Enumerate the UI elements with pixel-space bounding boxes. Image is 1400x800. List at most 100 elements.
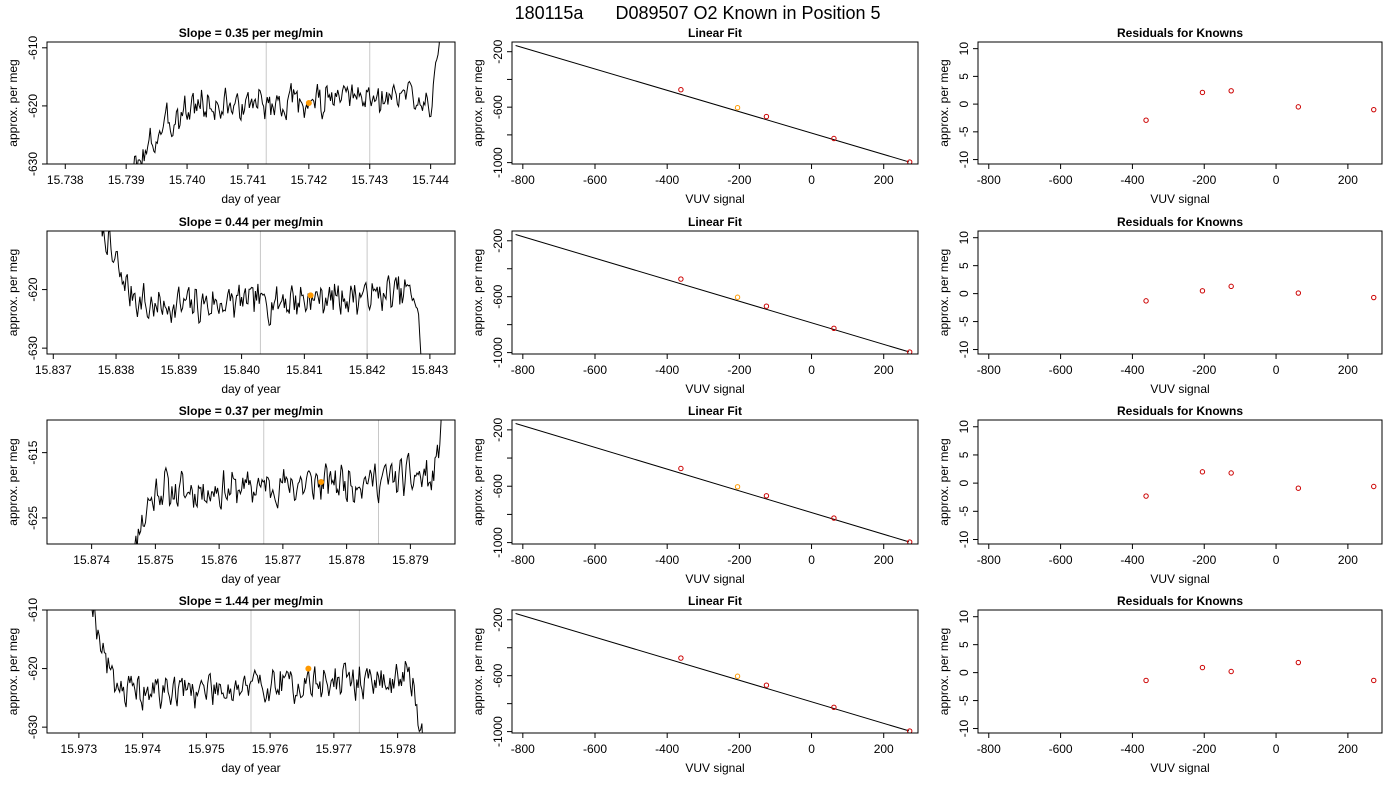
x-tick-label: 15.841	[286, 363, 323, 377]
x-tick-label: -400	[655, 173, 679, 187]
fit-point	[907, 539, 913, 544]
x-tick-label: 15.739	[108, 173, 145, 187]
x-tick-label: 0	[1273, 553, 1280, 567]
panel-title: Linear Fit	[688, 404, 742, 418]
x-tick-label: -400	[1120, 553, 1144, 567]
y-tick-label: -630	[26, 152, 40, 176]
residual-point	[1199, 664, 1206, 671]
y-axis-label: approx. per meg	[471, 249, 485, 336]
y-tick-label: -600	[491, 95, 505, 119]
y-tick-label: -615	[26, 440, 40, 464]
panel-3-0: Slope = 1.44 per meg/min 15.973 15.974 15.9…	[6, 594, 456, 775]
fit-point	[763, 493, 770, 499]
x-tick-label: 15.838	[98, 363, 135, 377]
residual-point	[1199, 89, 1206, 96]
axes-box	[977, 230, 1383, 355]
residual-point	[1143, 298, 1149, 304]
panel-1-0: Slope = 0.44 per meg/min 15.837 15.838 15.8…	[6, 215, 456, 396]
x-tick-label: 0	[808, 363, 815, 377]
y-tick-label: 10	[957, 610, 971, 624]
x-axis-label: day of year	[221, 761, 280, 775]
panel-0-2: Residuals for Knowns -800 -600 -400 -200 0 200…	[937, 26, 1383, 206]
x-tick-label: -200	[1192, 742, 1216, 756]
highlight-point	[305, 665, 312, 672]
axes-box	[46, 419, 456, 545]
x-tick-label: 200	[874, 553, 894, 567]
y-tick-label: -610	[26, 598, 40, 622]
x-axis-label: VUV signal	[1150, 572, 1209, 586]
panel-2-1: Linear Fit -800 -600 -400 -200 0 200 -200 -600 -1…	[471, 404, 919, 586]
panel-title: Residuals for Knowns	[1117, 594, 1243, 608]
x-axis-label: VUV signal	[685, 382, 744, 396]
x-tick-label: 15.975	[188, 742, 225, 756]
x-axis-label: VUV signal	[1150, 192, 1209, 206]
fit-point	[763, 682, 770, 688]
axes-box	[977, 609, 1383, 734]
y-tick-label: -10	[957, 530, 971, 548]
axes-box	[46, 41, 456, 165]
y-tick-label: 0	[957, 479, 971, 486]
axes-box	[511, 419, 919, 545]
x-tick-label: 0	[808, 553, 815, 567]
plot-area	[91, 610, 423, 733]
x-tick-label: -200	[1192, 553, 1216, 567]
x-tick-label: 15.878	[328, 553, 365, 567]
x-tick-label: -200	[727, 553, 751, 567]
axes-box	[511, 230, 919, 355]
y-tick-label: 10	[957, 42, 971, 56]
residual-point	[1143, 117, 1149, 123]
panel-title: Linear Fit	[688, 594, 742, 608]
fit-point	[734, 673, 741, 679]
x-tick-label: 15.741	[230, 173, 267, 187]
fit-point	[678, 276, 684, 282]
x-tick-label: 200	[874, 363, 894, 377]
x-tick-label: 15.976	[252, 742, 289, 756]
y-tick-label: -10	[957, 151, 971, 169]
residual-point	[1371, 294, 1377, 301]
panel-title: Slope = 0.35 per meg/min	[179, 26, 323, 40]
plot-area	[1143, 659, 1377, 684]
y-tick-label: 5	[957, 73, 971, 80]
fit-line	[515, 234, 910, 353]
residual-point	[1143, 677, 1149, 684]
x-tick-label: -200	[1192, 363, 1216, 377]
plot-area	[1143, 469, 1377, 499]
x-axis-label: day of year	[221, 192, 280, 206]
residual-point	[1143, 493, 1149, 499]
x-tick-label: 15.879	[392, 553, 429, 567]
x-tick-label: 15.742	[290, 173, 327, 187]
x-axis-label: VUV signal	[1150, 761, 1209, 775]
plot-area	[515, 234, 913, 354]
x-tick-label: 15.740	[169, 173, 206, 187]
residual-point	[1295, 485, 1302, 491]
x-tick-label: 15.978	[379, 742, 416, 756]
y-tick-label: -600	[491, 284, 505, 308]
x-tick-label: -800	[977, 742, 1001, 756]
panel-title: Linear Fit	[688, 215, 742, 229]
y-tick-label: -600	[491, 663, 505, 687]
trace-line	[134, 420, 442, 544]
x-tick-label: 15.842	[349, 363, 386, 377]
x-tick-label: 0	[1273, 363, 1280, 377]
x-tick-label: 15.877	[265, 553, 302, 567]
panel-3-1: Linear Fit -800 -600 -400 -200 0 200 -200 -600 -1…	[471, 594, 919, 775]
y-tick-label: 5	[957, 451, 971, 458]
x-tick-label: -400	[1120, 742, 1144, 756]
residual-point	[1228, 668, 1234, 675]
x-tick-label: 15.738	[47, 173, 84, 187]
fit-line	[515, 613, 910, 732]
y-tick-label: -630	[26, 715, 40, 739]
y-tick-label: -1000	[491, 337, 505, 368]
y-tick-label: -620	[26, 656, 40, 680]
panel-2-2: Residuals for Knowns -800 -600 -400 -200 0 200…	[937, 404, 1383, 586]
trace-line	[91, 610, 423, 733]
axes-box	[46, 230, 456, 355]
fit-point	[734, 294, 741, 300]
panel-0-1: Linear Fit -800 -600 -400 -200 0 200 -200 -600 -1…	[471, 26, 919, 206]
fit-point	[907, 728, 913, 733]
panel-title: Slope = 0.44 per meg/min	[179, 215, 323, 229]
x-axis-label: VUV signal	[685, 192, 744, 206]
residual-point	[1295, 659, 1302, 666]
y-tick-label: -610	[26, 35, 40, 59]
x-tick-label: -800	[977, 173, 1001, 187]
